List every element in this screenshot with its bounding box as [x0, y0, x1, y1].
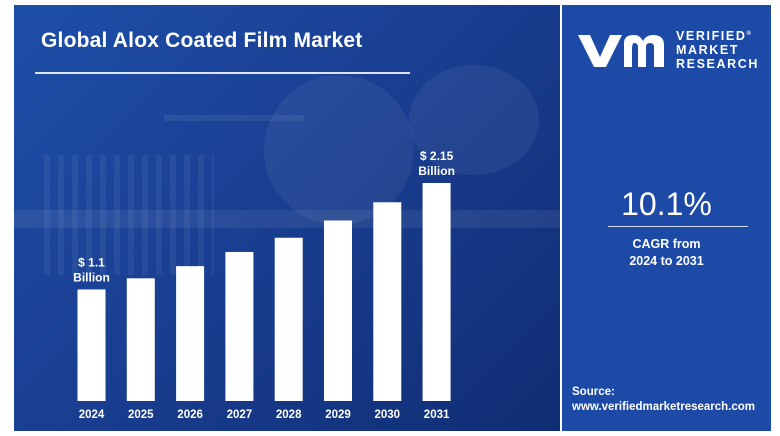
- bar-2031: [422, 183, 451, 401]
- bar-2030: [373, 202, 402, 401]
- source-url: www.verifiedmarketresearch.com: [572, 401, 756, 413]
- sidebar: VERIFIED® MARKET RESEARCH 10.1% CAGR fro…: [562, 5, 771, 431]
- x-tick-2027: 2027: [227, 409, 253, 421]
- vmr-logo-icon: [578, 35, 664, 67]
- background-flask: [264, 75, 414, 225]
- data-label-value-2031: $ 2.15: [420, 149, 454, 163]
- cagr-label: CAGR from 2024 to 2031: [562, 236, 771, 270]
- x-tick-2025: 2025: [128, 409, 154, 421]
- x-tick-2029: 2029: [325, 409, 351, 421]
- x-tick-2031: 2031: [424, 409, 450, 421]
- logo-line-verified: VERIFIED®: [676, 29, 751, 44]
- bar-2028: [274, 237, 303, 401]
- background-hand: [409, 65, 539, 175]
- title-divider: [35, 72, 410, 74]
- logo-line-research: RESEARCH: [676, 57, 759, 72]
- bar-2029: [324, 220, 352, 401]
- x-tick-2026: 2026: [177, 409, 203, 421]
- cagr-label-line2: 2024 to 2031: [629, 254, 704, 268]
- source-label: Source:: [572, 386, 615, 398]
- data-label-value-2024: $ 1.1: [78, 255, 105, 269]
- chart-title: Global Alox Coated Film Market: [41, 29, 363, 52]
- data-label-unit-2031: Billion: [418, 164, 455, 178]
- logo-line-market: MARKET: [676, 43, 740, 58]
- background-shelf: [164, 115, 304, 121]
- cagr-value: 10.1%: [621, 186, 712, 222]
- bar-2024: [77, 289, 106, 401]
- bar-2026: [176, 266, 205, 401]
- x-tick-2024: 2024: [79, 409, 105, 421]
- x-tick-2028: 2028: [276, 409, 302, 421]
- logo-wordmark: VERIFIED® MARKET RESEARCH: [676, 27, 759, 71]
- bar-chart: 2024 2025 2026 2027 2028 2029 2030 2031$ 1.1Bil…: [73, 149, 455, 421]
- infographic: Global Alox Coated Film Market 2024 2025 2…: [14, 5, 771, 431]
- x-tick-2030: 2030: [375, 409, 401, 421]
- chart-panel: Global Alox Coated Film Market 2024 2025 2…: [14, 5, 560, 431]
- bar-2027: [225, 251, 254, 401]
- cagr-divider: [608, 226, 748, 227]
- cagr-label-line1: CAGR from: [632, 237, 701, 251]
- background-tubes: [44, 155, 214, 275]
- bar-2025: [126, 278, 155, 401]
- data-label-unit-2024: Billion: [73, 270, 110, 284]
